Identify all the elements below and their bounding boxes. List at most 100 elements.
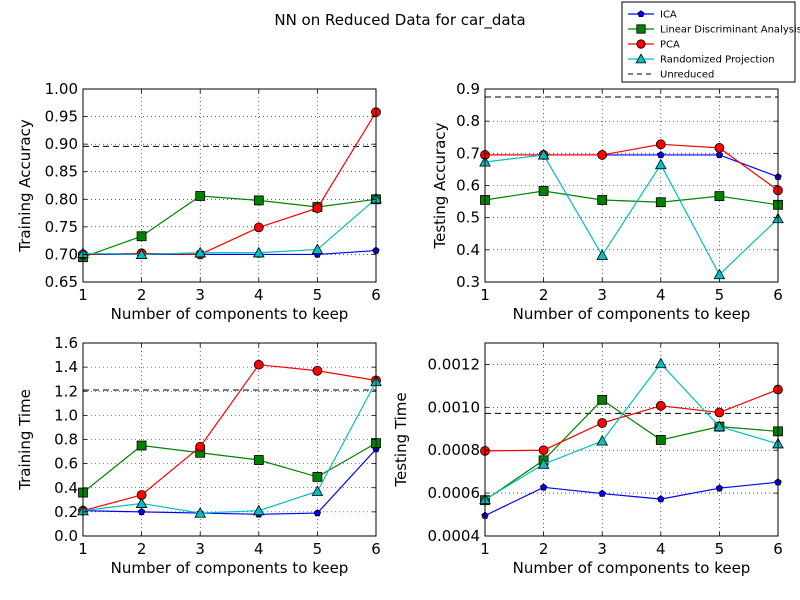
data-point-linear-discriminant-analysis: [597, 394, 608, 405]
data-point-linear-discriminant-analysis: [655, 435, 666, 445]
series-pca: [480, 139, 783, 196]
y-tick-label: 1.00: [45, 80, 78, 98]
data-point-linear-discriminant-analysis: [538, 186, 549, 196]
x-tick-label: 6: [371, 286, 381, 304]
data-point-randomized-projection: [537, 458, 550, 469]
legend-marker: [636, 24, 646, 34]
x-axis-label: Number of components to keep: [513, 305, 751, 323]
x-tick-label: 1: [78, 540, 88, 558]
legend-item-ica: ICA: [628, 10, 677, 21]
legend-label: Linear Discriminant Analysis: [660, 25, 800, 36]
data-point-ica: [313, 509, 322, 517]
y-tick-label: 0.95: [45, 108, 78, 126]
legend-box: [621, 1, 796, 83]
data-point-randomized-projection: [311, 485, 324, 496]
data-point-pca: [253, 359, 264, 370]
data-point-randomized-projection: [252, 504, 265, 516]
subplot-4: 1 2 3 4 5 6 0.0004 0.0006 0.0008 0.0010 0.0012 Numb…: [392, 342, 784, 577]
series-line-pca: [82, 364, 377, 512]
axes-frame: [82, 88, 377, 283]
grid: [83, 343, 376, 536]
data-point-pca: [714, 142, 725, 153]
data-point-pca: [655, 139, 666, 150]
x-tick-label: 1: [78, 286, 88, 304]
x-tick-label: 2: [539, 286, 549, 304]
x-tick-label: 5: [715, 286, 725, 304]
y-tick-label: 0.0008: [428, 441, 481, 459]
x-tick-label: 4: [656, 540, 666, 558]
y-tick-label: 0.4: [54, 479, 78, 497]
series-linear-discriminant-analysis: [480, 186, 783, 210]
y-tick-label: 0.85: [45, 163, 78, 181]
data-point-linear-discriminant-analysis: [253, 195, 264, 206]
data-point-pca: [597, 150, 608, 160]
data-point-linear-discriminant-analysis: [312, 471, 323, 482]
x-tick-label: 6: [773, 540, 783, 558]
series-line-pca: [484, 388, 779, 452]
series-line-linear-discriminant-analysis: [82, 442, 377, 494]
y-tick-label: 0.2: [54, 503, 78, 521]
subplot-1: 1 2 3 4 5 6 0.65 0.70 0.75 0.80 0.85 0.90 0.95 1.00 Nu…: [16, 80, 382, 323]
series-line-pca: [485, 143, 779, 191]
legend-marker: [636, 39, 646, 49]
data-point-pca: [714, 407, 725, 418]
x-tick-label: 6: [773, 286, 783, 304]
y-tick-label: 0.4: [456, 241, 480, 259]
series-pca: [78, 359, 381, 516]
data-point-linear-discriminant-analysis: [655, 197, 666, 208]
data-point-ica: [657, 151, 665, 159]
x-tick-label: 5: [313, 286, 323, 304]
y-tick-label: 0.9: [456, 80, 480, 98]
subplot-3: 1 2 3 4 5 6 0.0 0.2 0.4 0.6 0.8 1.0 1.2 1.4 1.6 Number …: [16, 334, 382, 577]
data-point-ica: [715, 151, 724, 159]
series-line-ica: [82, 448, 377, 515]
data-point-linear-discriminant-analysis: [195, 191, 206, 201]
y-tick-label: 0.0010: [428, 398, 481, 416]
legend-label: Unreduced: [660, 70, 714, 81]
y-tick-label: 0.5: [456, 209, 480, 227]
grid: [485, 343, 778, 536]
y-tick-label: 0.75: [45, 218, 78, 236]
subplots: 1 2 3 4 5 60.650.700.750.800.850.900.951.00Nu…: [16, 80, 784, 577]
series-line-randomized-projection: [484, 362, 779, 501]
data-point-randomized-projection: [311, 243, 324, 255]
series-randomized-projection: [479, 148, 784, 280]
series-ica: [481, 151, 782, 180]
series-linear-discriminant-analysis: [78, 438, 381, 498]
y-tick-label: 0.0012: [428, 355, 481, 373]
y-tick-label: 0.0004: [428, 527, 481, 545]
data-point-randomized-projection: [135, 248, 148, 259]
data-point-randomized-projection: [654, 357, 667, 369]
x-tick-label: 4: [656, 286, 666, 304]
x-tick-label: 3: [195, 540, 205, 558]
series-line-linear-discriminant-analysis: [484, 190, 779, 206]
legend-label: PCA: [660, 40, 680, 51]
y-tick-label: 0.90: [45, 135, 78, 153]
y-tick-label: 0.0006: [428, 484, 481, 502]
series-line-randomized-projection: [82, 381, 377, 514]
data-point-pca: [253, 222, 264, 233]
series-randomized-projection: [77, 375, 382, 518]
series-line-linear-discriminant-analysis: [82, 195, 377, 258]
series-line-linear-discriminant-analysis: [484, 399, 779, 501]
y-tick-label: 0.6: [456, 177, 480, 195]
data-point-randomized-projection: [135, 497, 148, 508]
x-tick-label: 5: [313, 540, 323, 558]
x-tick-label: 4: [254, 286, 264, 304]
x-tick-label: 3: [597, 540, 607, 558]
x-tick-label: 3: [195, 286, 205, 304]
y-axis-label: Testing Accuracy: [431, 122, 449, 249]
x-axis-label: Number of components to keep: [111, 559, 349, 577]
figure-title: NN on Reduced Data for car_data: [274, 11, 525, 30]
series-line-randomized-projection: [484, 154, 779, 276]
y-tick-label: 0.6: [54, 455, 78, 473]
x-tick-label: 6: [371, 540, 381, 558]
axes-frame: [82, 342, 377, 537]
legend: ICA Linear Discriminant Analysis PCA Random…: [621, 1, 800, 83]
data-point-pca: [655, 400, 666, 411]
y-tick-label: 1.2: [54, 382, 78, 400]
legend-label: Randomized Projection: [660, 55, 775, 66]
data-point-linear-discriminant-analysis: [136, 440, 147, 451]
x-axis-label: Number of components to keep: [111, 305, 349, 323]
